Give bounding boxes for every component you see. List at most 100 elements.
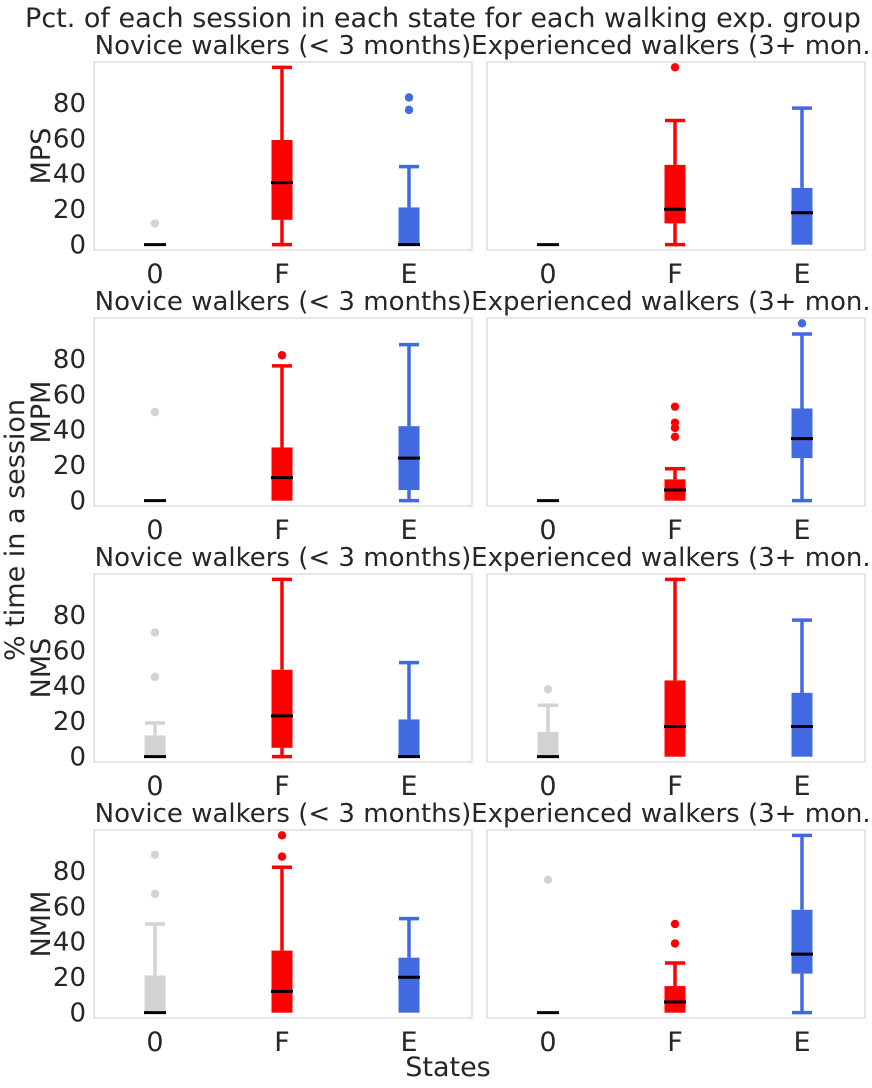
- outlier-point: [670, 432, 680, 442]
- outlier-point: [404, 105, 414, 115]
- panel-title: Novice walkers (< 3 months): [95, 543, 472, 573]
- panel-frame: [486, 829, 866, 1019]
- panel-title: Experienced walkers (3+ mon.): [471, 799, 872, 829]
- box-0: [144, 219, 166, 247]
- y-tick-label: 80: [53, 857, 86, 887]
- box-iqr: [791, 408, 813, 459]
- x-tick-label: E: [793, 259, 810, 290]
- box-iqr: [271, 950, 293, 1013]
- panel-r2-c1: Experienced walkers (3+ mon.) 0 F E: [471, 543, 872, 802]
- y-tick-label: 0: [69, 743, 86, 773]
- box-F: [271, 831, 293, 1013]
- x-tick-label: 0: [146, 515, 163, 546]
- box-E: [791, 319, 813, 503]
- box-E: [398, 342, 420, 503]
- outlier-point: [277, 852, 287, 861]
- panel-r3-c0: Novice walkers (< 3 months) 0 20 40 60 80 NMM 0…: [26, 799, 473, 1058]
- box-E: [791, 618, 813, 757]
- outlier-point: [543, 875, 553, 884]
- y-tick-label: 60: [53, 636, 86, 666]
- x-tick-label: E: [793, 771, 810, 802]
- box-iqr: [271, 140, 293, 220]
- box-F: [271, 65, 293, 247]
- panel-frame: [486, 573, 866, 763]
- y-tick-label: 40: [53, 928, 86, 958]
- box-E: [791, 833, 813, 1015]
- box-iqr: [271, 447, 293, 501]
- x-tick-label: E: [793, 1027, 810, 1058]
- panel-frame: [93, 573, 473, 763]
- outlier-point: [670, 402, 680, 411]
- x-tick-label: E: [400, 771, 417, 802]
- y-tick-label: 60: [53, 892, 86, 922]
- figure-y-axis-label: % time in a session: [0, 399, 31, 661]
- row-y-axis-label: MPS: [26, 128, 57, 185]
- panel-frame: [486, 61, 866, 251]
- y-tick-label: 60: [53, 124, 86, 154]
- y-tick-label: 80: [53, 345, 86, 375]
- y-tick-label: 80: [53, 601, 86, 631]
- box-F: [271, 351, 293, 501]
- y-tick-label: 40: [53, 160, 86, 190]
- box-iqr: [664, 986, 686, 1013]
- x-tick-label: E: [793, 515, 810, 546]
- outlier-point: [150, 672, 160, 682]
- box-iqr: [791, 187, 813, 245]
- outlier-point: [670, 418, 680, 427]
- box-0: [144, 407, 166, 503]
- x-tick-label: F: [667, 515, 683, 546]
- y-tick-label: 0: [69, 999, 86, 1029]
- box-0: [144, 628, 166, 759]
- figure-x-axis-label: States: [405, 1052, 491, 1083]
- panel-title: Novice walkers (< 3 months): [95, 31, 472, 61]
- x-tick-label: F: [667, 771, 683, 802]
- x-tick-label: F: [274, 771, 290, 802]
- outlier-point: [150, 889, 160, 899]
- box-F: [664, 402, 686, 501]
- box-E: [791, 106, 813, 245]
- box-0: [144, 850, 166, 1015]
- figure-title: Pct. of each session in each state for e…: [25, 3, 861, 34]
- outlier-point: [404, 93, 414, 102]
- box-iqr: [271, 669, 293, 748]
- y-tick-label: 60: [53, 380, 86, 410]
- x-tick-label: F: [274, 1027, 290, 1058]
- outlier-point: [150, 628, 160, 637]
- x-tick-label: E: [400, 259, 417, 290]
- panel-r1-c0: Novice walkers (< 3 months) 0 20 40 60 80 MPM 0…: [26, 287, 473, 546]
- y-tick-label: 20: [53, 707, 86, 737]
- x-tick-label: F: [667, 259, 683, 290]
- panel-title: Novice walkers (< 3 months): [95, 287, 472, 317]
- outlier-point: [670, 63, 680, 72]
- y-tick-label: 20: [53, 451, 86, 481]
- panel-r3-c1: Experienced walkers (3+ mon.) 0 F E: [471, 799, 872, 1058]
- box-iqr: [144, 735, 166, 757]
- y-tick-label: 80: [53, 89, 86, 119]
- outlier-point: [277, 351, 287, 360]
- panel-title: Novice walkers (< 3 months): [95, 799, 472, 829]
- box-F: [271, 577, 293, 759]
- outlier-point: [670, 939, 680, 948]
- box-F: [664, 919, 686, 1013]
- panel-frame: [486, 317, 866, 507]
- x-tick-label: 0: [539, 1027, 556, 1058]
- row-y-axis-label: NMM: [26, 891, 57, 958]
- outlier-point: [670, 919, 680, 929]
- panel-r2-c0: Novice walkers (< 3 months) 0 20 40 60 80 NMS 0…: [26, 543, 473, 802]
- outlier-point: [543, 685, 553, 694]
- panel-frame: [93, 61, 473, 251]
- x-tick-label: E: [400, 1027, 417, 1058]
- panel-r0-c0: Novice walkers (< 3 months) 0 20 40 60 80 MPS 0…: [26, 31, 473, 290]
- box-0: [537, 685, 559, 759]
- x-tick-label: 0: [146, 771, 163, 802]
- outlier-point: [150, 850, 160, 860]
- y-tick-label: 40: [53, 416, 86, 446]
- x-tick-label: 0: [539, 259, 556, 290]
- box-E: [398, 916, 420, 1013]
- box-iqr: [398, 957, 420, 1013]
- row-y-axis-label: NMS: [26, 638, 57, 699]
- x-tick-label: 0: [146, 259, 163, 290]
- box-iqr: [664, 680, 686, 757]
- box-iqr: [398, 719, 420, 757]
